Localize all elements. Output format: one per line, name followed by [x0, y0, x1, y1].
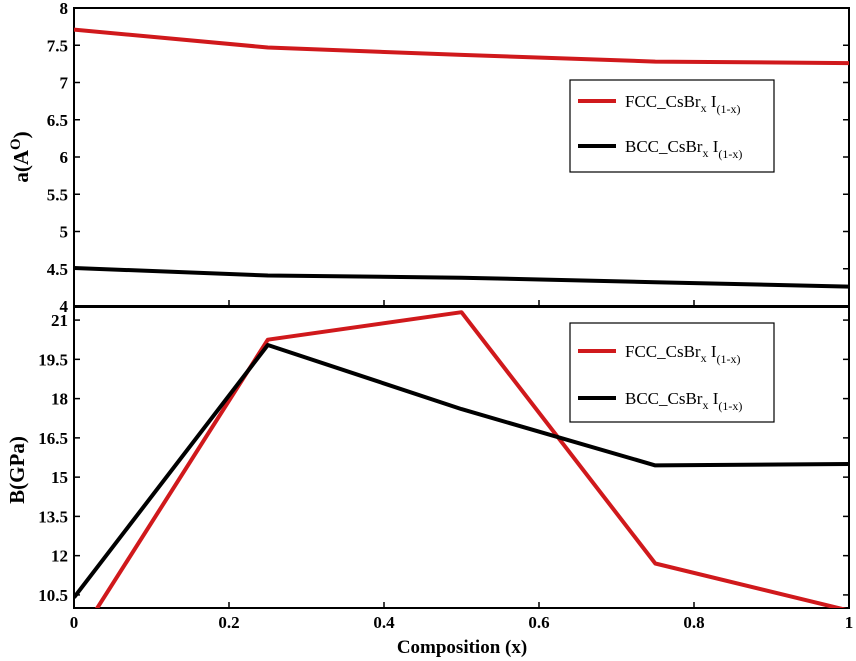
y-tick-label: 4.5	[47, 260, 68, 279]
y-tick-label: 5.5	[47, 185, 68, 204]
plot-frame	[73, 306, 850, 609]
legend: FCC_CsBrx I(1-x) BCC_CsBrx I(1-x)	[569, 79, 775, 173]
x-axis-title: Composition (x)	[397, 637, 527, 658]
y-tick-label: 8	[60, 0, 69, 18]
y-tick-label: 4	[60, 297, 69, 316]
series-line-bcc-csbr	[74, 343, 849, 599]
x-tick-label: 0.4	[373, 613, 395, 632]
y-tick-label: 5	[60, 223, 69, 242]
y-tick-label: 13.5	[38, 507, 68, 526]
legend-box	[569, 322, 775, 423]
series-line-fcc-csbr	[94, 310, 847, 608]
y-tick-label: 6	[60, 148, 69, 167]
legend-label: BCC_CsBrx I(1-x)	[625, 137, 742, 161]
y-axis-title: a(AO)	[8, 131, 33, 182]
series-group	[74, 27, 849, 289]
legend-box	[569, 79, 775, 173]
y-tick-label: 15	[51, 468, 68, 487]
series-group	[74, 310, 849, 608]
x-tick-label: 0.8	[683, 613, 704, 632]
y-tick-label: 18	[51, 390, 68, 409]
series-line-fcc-csbr	[74, 27, 849, 66]
y-tick-label: 7.5	[47, 36, 68, 55]
x-tick-label: 0	[70, 613, 79, 632]
series-line-bcc-csbr	[74, 266, 849, 289]
legend-label: FCC_CsBrx I(1-x)	[625, 342, 741, 366]
legend: FCC_CsBrx I(1-x) BCC_CsBrx I(1-x)	[569, 322, 775, 423]
y-tick-label: 10.5	[38, 586, 68, 605]
x-tick-label: 0.6	[528, 613, 549, 632]
panel-lattice-constant: 4 4.5 5 5.5 6 6.5 7 7.5 8 FCC_CsBrx I(1-x) BCC_CsB…	[8, 0, 850, 316]
legend-label: FCC_CsBrx I(1-x)	[625, 92, 741, 116]
y-axis-title: B(GPa)	[5, 436, 29, 504]
y-tick-label: 7	[60, 74, 69, 93]
y-tick-label: 21	[51, 311, 68, 330]
y-tick-label: 16.5	[38, 429, 68, 448]
x-tick-label: 0.2	[218, 613, 239, 632]
y-tick-label: 6.5	[47, 111, 68, 130]
panel-bulk-modulus: 10.5 12 13.5 15 16.5 18 19.5 21 0 0.2 0.4 0.6 0.8 1 FC…	[5, 306, 854, 658]
x-tick-label: 1	[845, 613, 854, 632]
y-tick-label: 19.5	[38, 350, 68, 369]
y-tick-label: 12	[51, 547, 68, 566]
legend-label: BCC_CsBrx I(1-x)	[625, 389, 742, 413]
